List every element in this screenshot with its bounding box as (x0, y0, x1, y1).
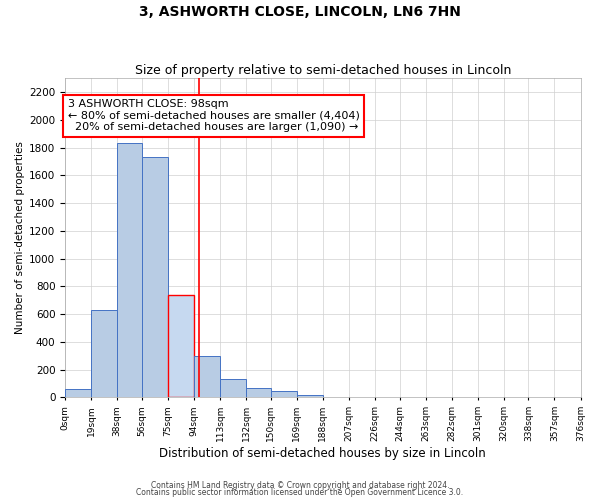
Bar (91, 310, 117, 398)
Text: Contains public sector information licensed under the Open Government Licence 3.: Contains public sector information licen… (136, 488, 464, 497)
Bar (220, 380, 246, 398)
Bar (297, 396, 323, 398)
Text: 3 ASHWORTH CLOSE: 98sqm
← 80% of semi-detached houses are smaller (4,404)
  20% : 3 ASHWORTH CLOSE: 98sqm ← 80% of semi-de… (68, 99, 360, 132)
Bar (65, 389, 91, 398)
X-axis label: Distribution of semi-detached houses by size in Lincoln: Distribution of semi-detached houses by … (160, 447, 486, 460)
Y-axis label: Number of semi-detached properties: Number of semi-detached properties (15, 142, 25, 334)
Text: Contains HM Land Registry data © Crown copyright and database right 2024.: Contains HM Land Registry data © Crown c… (151, 480, 449, 490)
Bar (194, 356, 220, 398)
Bar (246, 388, 271, 398)
Bar (168, 294, 194, 398)
Bar (142, 158, 168, 398)
Bar (271, 391, 297, 398)
Bar (117, 144, 142, 398)
Title: Size of property relative to semi-detached houses in Lincoln: Size of property relative to semi-detach… (134, 64, 511, 77)
Text: 3, ASHWORTH CLOSE, LINCOLN, LN6 7HN: 3, ASHWORTH CLOSE, LINCOLN, LN6 7HN (139, 5, 461, 19)
